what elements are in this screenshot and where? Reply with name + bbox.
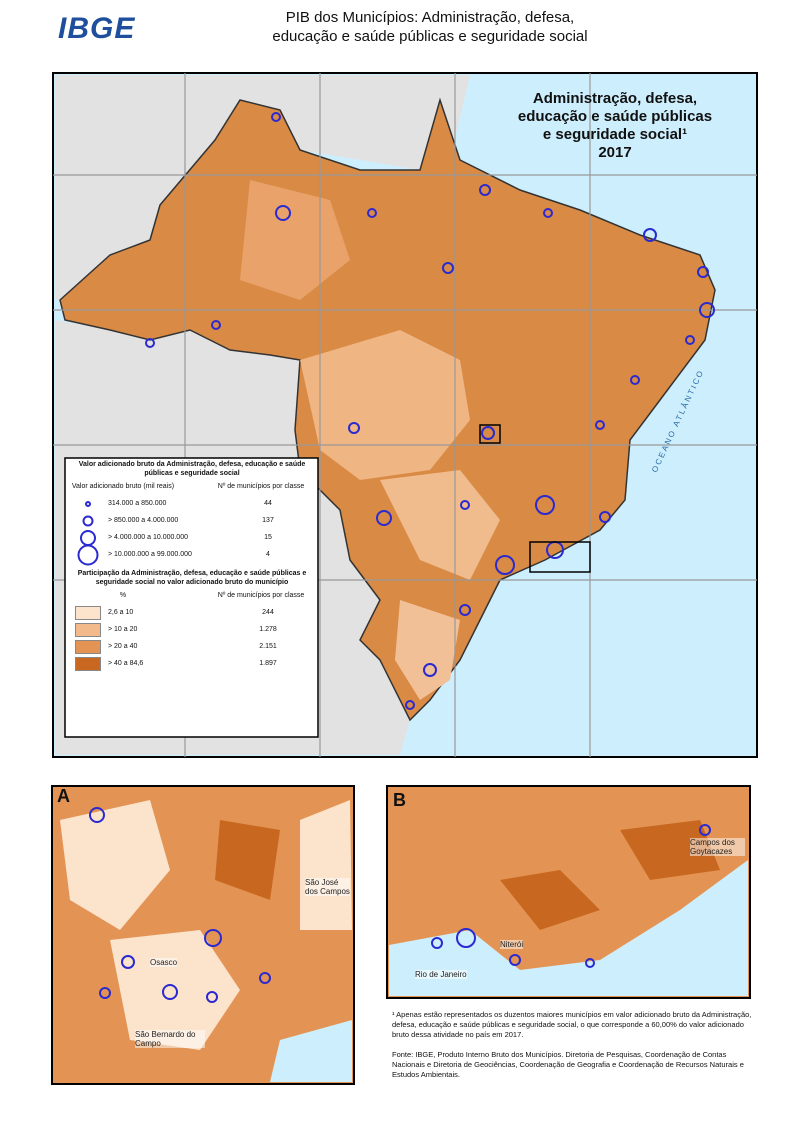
place-label: Niterói <box>500 940 524 949</box>
place-label: São Bernardo do Campo <box>135 1030 205 1048</box>
symbol-cell <box>68 543 108 567</box>
symbol-cell <box>68 509 108 533</box>
column-head: Valor adicionado bruto (mil reais) <box>71 483 175 490</box>
class-count: 1.897 <box>259 660 277 667</box>
legend-row: > 850.000 a 4.000.000 137 <box>68 512 316 529</box>
neighbor-land <box>55 75 470 300</box>
place-label: Campos dos Goytacazes <box>690 838 745 856</box>
symbol <box>77 544 99 565</box>
class-count: 137 <box>262 517 274 524</box>
class-label: > 10 a 20 <box>108 626 138 633</box>
class-label: 2,6 a 10 <box>108 609 134 616</box>
symbol-cell <box>68 622 108 637</box>
region-light <box>300 330 470 480</box>
year: 2017 <box>598 144 632 161</box>
inset-letter: B <box>393 790 406 810</box>
size-rows: 314.000 a 850.000 44 > 850.000 a 4.000.000… <box>68 495 316 565</box>
class-count: 44 <box>264 500 272 507</box>
inset-b-outline <box>529 541 591 573</box>
logo: IBGE <box>58 12 136 45</box>
legend-row: > 10 a 20 1.278 <box>68 621 316 638</box>
share-rows: 2,6 a 10 244 > 10 a 20 1.278 > 20 a 40 2.151 >… <box>68 604 316 672</box>
region-dark <box>500 870 600 930</box>
map-title: Administração, defesa, educação e saúde … <box>490 90 740 162</box>
swatch <box>75 605 101 620</box>
place-label: Rio de Janeiro <box>415 970 467 979</box>
swatch <box>75 622 101 637</box>
swatch <box>75 639 101 654</box>
class-count: 4 <box>266 551 270 558</box>
region-dark <box>215 820 280 900</box>
municipality-symbols <box>89 807 271 1003</box>
class-label: > 20 a 40 <box>108 643 138 650</box>
class-count: 244 <box>262 609 274 616</box>
symbol-cell <box>68 492 108 516</box>
class-label: > 850.000 a 4.000.000 <box>108 517 179 524</box>
title-line: e seguridade social¹ <box>542 126 688 143</box>
symbol-circle <box>82 515 94 526</box>
symbol-cell <box>68 605 108 620</box>
graticule <box>53 73 757 757</box>
class-label: > 4.000.000 a 10.000.000 <box>108 534 188 541</box>
column-head: Nº de municípios por classe <box>217 483 305 490</box>
symbol <box>82 515 94 526</box>
column-head: % <box>119 592 127 599</box>
class-count: 1.278 <box>259 626 277 633</box>
legend-columns: Valor adicionado bruto (mil reais) Nº de… <box>68 482 316 491</box>
class-label: > 10.000.000 a 99.000.000 <box>108 551 192 558</box>
legend-row: > 40 a 84,6 1.897 <box>68 655 316 672</box>
class-count: 2.151 <box>259 643 277 650</box>
legend-box <box>64 457 319 738</box>
legend-row: > 20 a 40 2.151 <box>68 638 316 655</box>
source: Fonte: IBGE, Produto Interno Bruto dos M… <box>392 1050 744 1079</box>
legend-row: 2,6 a 10 244 <box>68 604 316 621</box>
legend-row: 314.000 a 850.000 44 <box>68 495 316 512</box>
class-label: 314.000 a 850.000 <box>108 500 167 507</box>
page-title: PIB dos Municípios: Administração, defes… <box>230 8 630 46</box>
place-label: São José dos Campos <box>305 878 350 896</box>
region-light <box>110 930 240 1050</box>
legend-title: Participação da Administração, defesa, e… <box>77 570 307 586</box>
symbol-circle <box>85 500 91 507</box>
place-label: Osasco <box>150 958 178 967</box>
column-head: Nº de municípios por classe <box>217 592 305 599</box>
footnote: ¹ Apenas estão representados os duzentos… <box>392 1010 752 1039</box>
class-count: 15 <box>264 534 272 541</box>
inset-letter: A <box>57 786 70 806</box>
region-light <box>300 800 352 930</box>
region-dark <box>620 820 720 880</box>
region-light <box>240 180 350 300</box>
water <box>270 1020 352 1082</box>
title-line: Administração, defesa, <box>532 90 698 107</box>
legend: Valor adicionado bruto da Administração,… <box>68 460 316 672</box>
region-light <box>60 800 170 930</box>
swatch <box>75 656 101 671</box>
water <box>389 860 748 996</box>
symbol-cell <box>68 656 108 671</box>
legend-title: Valor adicionado bruto da Administração,… <box>78 461 306 477</box>
legend-row: > 10.000.000 a 99.000.000 4 <box>68 544 316 565</box>
title-line: PIB dos Municípios: Administração, defes… <box>285 9 575 26</box>
symbol-cell <box>68 639 108 654</box>
symbol-circle <box>77 544 99 565</box>
region-light <box>395 600 460 700</box>
class-label: > 40 a 84,6 <box>108 660 144 667</box>
title-line: educação e saúde públicas <box>517 108 713 125</box>
title-line: educação e saúde públicas e seguridade s… <box>272 28 588 45</box>
legend-columns: % Nº de municípios por classe <box>68 591 316 600</box>
municipality-symbols <box>431 824 711 968</box>
symbol <box>85 500 91 507</box>
region-light <box>380 470 500 580</box>
inset-a-outline <box>479 424 501 444</box>
